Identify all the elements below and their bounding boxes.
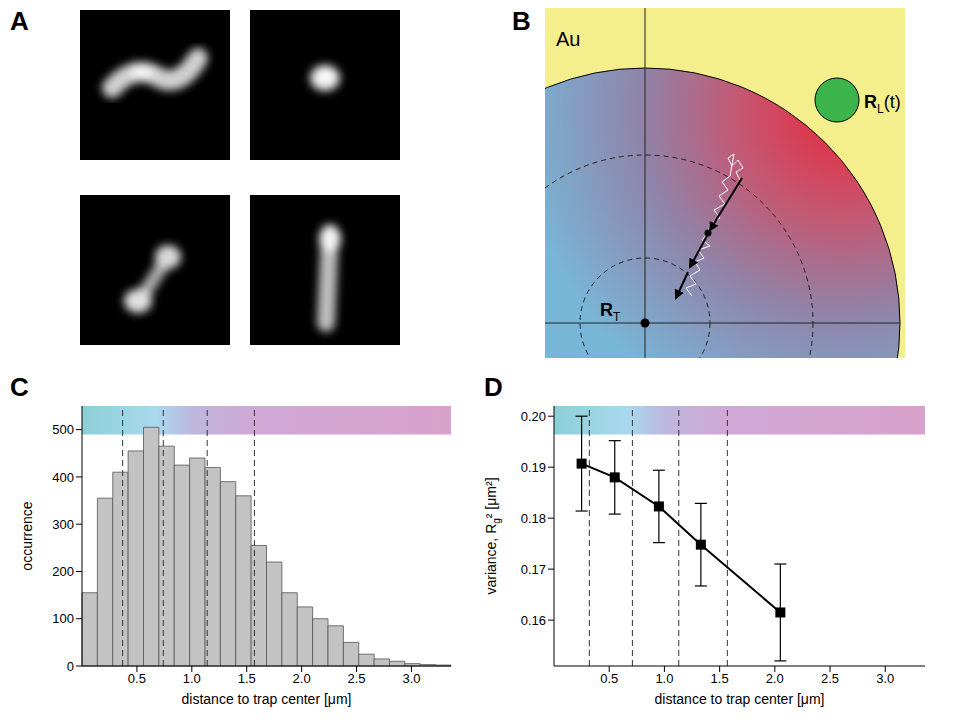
svg-text:0.19: 0.19	[521, 460, 546, 475]
svg-text:3.0: 3.0	[876, 671, 894, 686]
svg-text:0.5: 0.5	[600, 671, 618, 686]
svg-text:200: 200	[52, 564, 74, 579]
svg-text:2.5: 2.5	[821, 671, 839, 686]
html-text:B: B	[512, 6, 531, 36]
svg-text:1.5: 1.5	[238, 671, 256, 686]
svg-text:100: 100	[52, 611, 74, 626]
html-text:A: A	[10, 6, 29, 36]
svg-text:1.0: 1.0	[655, 671, 673, 686]
svg-text:2.0: 2.0	[766, 671, 784, 686]
svg-text:0.16: 0.16	[521, 613, 546, 628]
html-text:D: D	[484, 372, 503, 402]
svg-text:RL(t): RL(t)	[864, 92, 901, 116]
svg-text:3.0: 3.0	[402, 671, 420, 686]
svg-text:0.17: 0.17	[521, 562, 546, 577]
svg-text:2.5: 2.5	[348, 671, 366, 686]
svg-text:distance to trap center [μm]: distance to trap center [μm]	[182, 691, 352, 707]
svg-text:occurrence: occurrence	[19, 501, 35, 570]
svg-text:RT: RT	[600, 300, 621, 324]
svg-text:variance, Rg² [μm²]: variance, Rg² [μm²]	[483, 477, 502, 594]
svg-text:0.5: 0.5	[128, 671, 146, 686]
svg-text:500: 500	[52, 422, 74, 437]
svg-text:0.20: 0.20	[521, 409, 546, 424]
svg-text:0.18: 0.18	[521, 511, 546, 526]
svg-text:distance to trap center [μm]: distance to trap center [μm]	[655, 691, 825, 707]
svg-text:0: 0	[67, 659, 74, 674]
svg-text:300: 300	[52, 517, 74, 532]
svg-text:400: 400	[52, 470, 74, 485]
svg-text:2.0: 2.0	[293, 671, 311, 686]
svg-text:1.0: 1.0	[183, 671, 201, 686]
svg-text:1.5: 1.5	[711, 671, 729, 686]
html-text:C: C	[10, 372, 29, 402]
svg-text:Au: Au	[556, 28, 580, 50]
